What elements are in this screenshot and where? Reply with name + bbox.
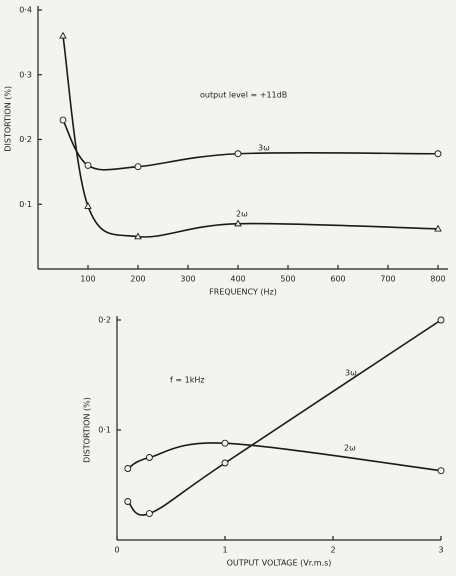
x-axis-label: FREQUENCY (Hz) (209, 288, 277, 297)
series-label: 2ω (344, 444, 356, 453)
series-line (62, 35, 439, 238)
marker (434, 224, 442, 232)
marker (437, 316, 445, 324)
marker (437, 467, 445, 475)
x-tick-label: 600 (330, 275, 345, 284)
marker (84, 161, 92, 169)
y-tick-label: 0·2 (98, 316, 111, 325)
marker (134, 232, 142, 240)
annotation: output level = +11dB (200, 91, 287, 100)
marker (59, 31, 67, 39)
series-label: 2ω (236, 210, 248, 219)
marker (84, 202, 92, 209)
y-tick-label: 0·1 (98, 426, 111, 435)
x-tick-label: 300 (180, 275, 195, 284)
y-tick-label: 0·2 (19, 135, 32, 144)
y-axis-label: DISTORTION (%) (83, 397, 92, 463)
x-tick-label: 200 (130, 275, 145, 284)
x-tick-label: 400 (230, 275, 245, 284)
y-tick-label: 0·4 (19, 6, 32, 15)
x-tick-label: 1 (222, 546, 227, 555)
marker (124, 498, 132, 505)
x-axis-label: OUTPUT VOLTAGE (Vr.m.s) (227, 559, 332, 568)
x-tick-label: 500 (280, 275, 295, 284)
marker (234, 219, 242, 227)
x-tick-label: 800 (430, 275, 445, 284)
x-tick-label: 2 (330, 546, 335, 555)
y-axis-label: DISTORTION (%) (4, 86, 13, 152)
marker (434, 150, 442, 158)
marker (221, 459, 229, 467)
x-tick-label: 700 (380, 275, 395, 284)
y-tick-label: 0·1 (19, 200, 32, 209)
y-tick-label: 0·3 (19, 70, 32, 79)
annotation: f = 1kHz (170, 376, 205, 385)
x-tick-label: 100 (80, 275, 95, 284)
x-tick-label: 3 (438, 546, 443, 555)
marker (59, 116, 67, 124)
series-line (62, 119, 439, 171)
series-label: 3ω (258, 144, 270, 153)
marker (234, 150, 242, 158)
marker (145, 454, 153, 461)
marker (134, 163, 142, 171)
marker (221, 439, 229, 447)
x-tick-label: 0 (114, 546, 119, 555)
series-label: 3ω (345, 369, 357, 378)
marker (145, 510, 153, 518)
series-line (127, 319, 442, 516)
series-line (127, 442, 442, 472)
marker (124, 465, 132, 472)
